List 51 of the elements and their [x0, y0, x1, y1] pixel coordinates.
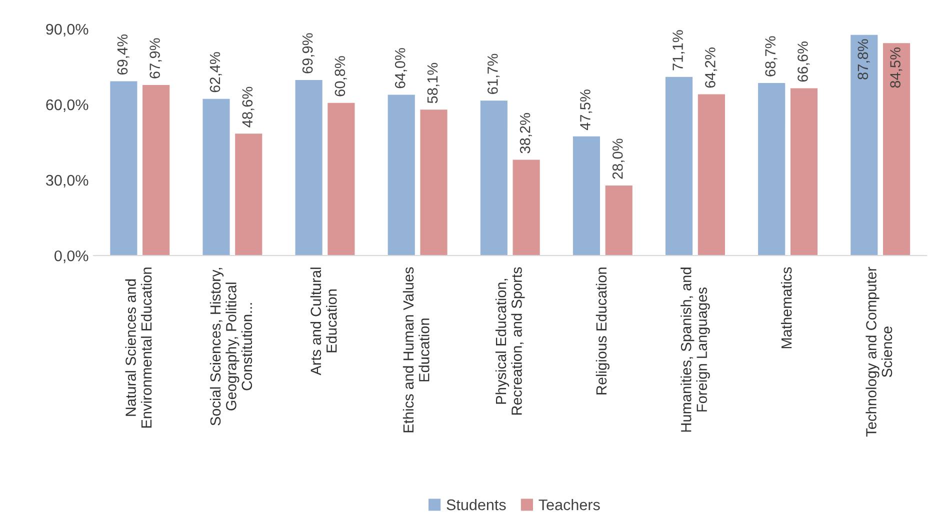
y-tick-label: 90,0%	[46, 24, 88, 36]
bar	[142, 84, 170, 256]
data-label: 71,1%	[672, 30, 685, 70]
bar	[512, 159, 541, 256]
y-tick-label: 30,0%	[46, 174, 88, 188]
data-label: 67,9%	[150, 38, 162, 78]
legend-label: Students	[446, 499, 506, 510]
x-tick-label: Humanities, Spanish, and Foreign Languages	[680, 268, 710, 432]
data-label: 61,7%	[488, 54, 500, 94]
data-label: 64,2%	[705, 48, 718, 88]
data-label: 62,4%	[210, 52, 222, 92]
data-label: 58,1%	[427, 62, 440, 104]
data-label: 68,7%	[765, 36, 778, 76]
data-label: 84,5%	[890, 48, 902, 88]
data-label: 66,6%	[798, 42, 810, 82]
data-label: 48,6%	[242, 86, 254, 128]
data-label: 60,8%	[334, 56, 347, 96]
x-tick-label: Ethics and Human Values Education	[402, 267, 430, 432]
y-tick-label: 0,0%	[54, 250, 88, 264]
legend-label: Teachers	[538, 499, 600, 510]
bar	[109, 80, 138, 256]
bar	[757, 82, 786, 256]
data-label: 47,5%	[580, 90, 592, 130]
bar	[697, 94, 726, 256]
x-tick-label: Natural Sciences and Environmental Education	[125, 268, 152, 428]
data-label: 87,8%	[858, 39, 870, 80]
bar	[572, 136, 601, 256]
x-tick-label: Physical Education, Recreation, and Sports	[495, 267, 525, 415]
data-label: 69,9%	[302, 33, 314, 74]
y-tick-label: 60,0%	[46, 99, 88, 112]
bar	[202, 98, 230, 256]
x-tick-label: Arts and Cultural Education	[310, 268, 337, 376]
bar	[604, 184, 634, 256]
data-label: 69,4%	[117, 34, 130, 75]
bar	[882, 42, 911, 256]
bar	[790, 88, 818, 256]
bar	[664, 76, 694, 256]
bar	[850, 34, 878, 256]
bar	[294, 79, 324, 256]
bar	[234, 132, 263, 256]
bar	[387, 94, 416, 256]
data-label: 64,0%	[394, 48, 407, 88]
bar	[420, 108, 448, 256]
x-tick-label: Technology and Computer Science	[866, 266, 892, 437]
data-label: 38,2%	[520, 113, 532, 154]
data-label: 28,0%	[612, 138, 625, 179]
x-tick-label: Social Sciences, History, Geography, Political Constitution...	[210, 268, 252, 426]
x-tick-label: Religious Education	[596, 268, 610, 394]
bar	[480, 100, 508, 256]
x-tick-label: Mathematics	[781, 267, 792, 348]
bar	[326, 102, 356, 256]
